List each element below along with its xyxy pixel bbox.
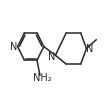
Text: NH₂: NH₂ [33,73,52,83]
Text: N: N [10,42,17,52]
Text: N: N [86,43,94,54]
Text: N: N [48,52,55,62]
